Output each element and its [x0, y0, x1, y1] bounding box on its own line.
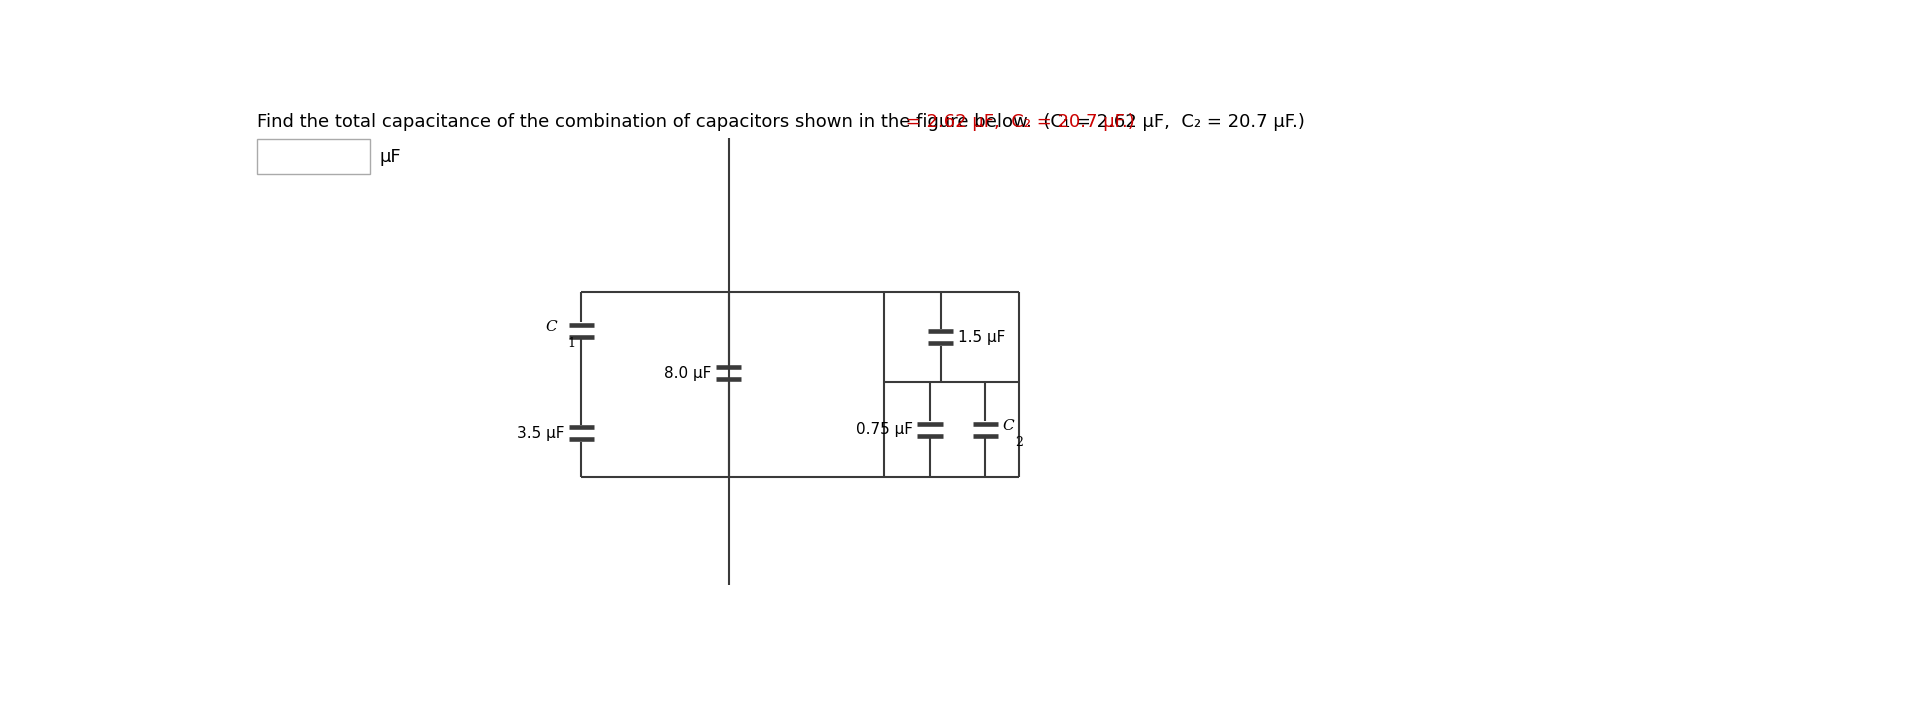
Text: 2: 2: [1015, 436, 1023, 449]
Text: 3.5 μF: 3.5 μF: [517, 426, 563, 440]
Text: 8.0 μF: 8.0 μF: [663, 365, 712, 380]
Text: 1: 1: [567, 337, 575, 350]
Text: 1.5 μF: 1.5 μF: [958, 330, 1006, 345]
Text: 0.75 μF: 0.75 μF: [856, 422, 913, 438]
FancyBboxPatch shape: [258, 139, 369, 175]
Text: μF: μF: [379, 148, 400, 166]
Text: Find the total capacitance of the combination of capacitors shown in the figure : Find the total capacitance of the combin…: [258, 113, 1306, 131]
Text: C: C: [1002, 419, 1013, 432]
Text: C: C: [544, 320, 556, 334]
Text: = 2.62 μF,  C₂ = 20.7 μF.): = 2.62 μF, C₂ = 20.7 μF.): [900, 113, 1135, 131]
